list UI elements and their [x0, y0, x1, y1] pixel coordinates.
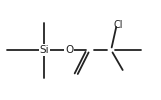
- Text: Si: Si: [39, 45, 49, 55]
- Text: O: O: [65, 45, 73, 55]
- Text: Cl: Cl: [113, 20, 123, 30]
